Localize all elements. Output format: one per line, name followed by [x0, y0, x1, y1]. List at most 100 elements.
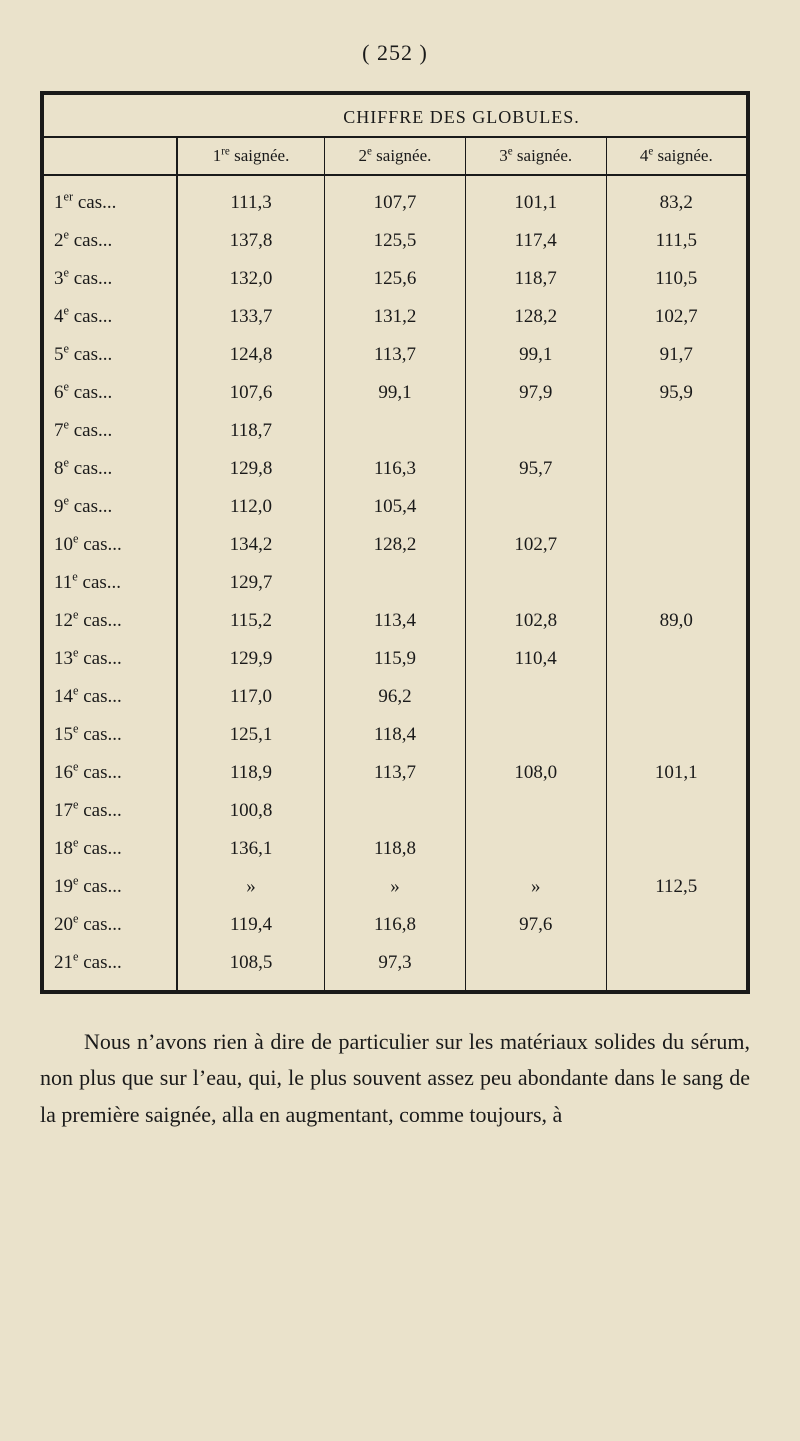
row-stub: 4e cas...	[44, 298, 177, 336]
cell-c2: 107,7	[325, 175, 466, 222]
cell-c1: 129,7	[177, 564, 325, 602]
cell-c4: 110,5	[606, 260, 746, 298]
row-stub: 8e cas...	[44, 450, 177, 488]
row-stub: 5e cas...	[44, 336, 177, 374]
table-row: 5e cas...124,8113,799,191,7	[44, 336, 746, 374]
row-stub: 20e cas...	[44, 906, 177, 944]
table-row: 11e cas...129,7	[44, 564, 746, 602]
cell-c3	[465, 716, 606, 754]
page-number: ( 252 )	[40, 40, 750, 66]
row-stub: 21e cas...	[44, 944, 177, 990]
cell-c1: 137,8	[177, 222, 325, 260]
cell-c4	[606, 678, 746, 716]
cell-c3: 117,4	[465, 222, 606, 260]
row-stub: 13e cas...	[44, 640, 177, 678]
cell-c2	[325, 792, 466, 830]
cell-c4: 91,7	[606, 336, 746, 374]
table-title: CHIFFRE DES GLOBULES.	[177, 95, 746, 137]
table-row: 6e cas...107,699,197,995,9	[44, 374, 746, 412]
cell-c1: 111,3	[177, 175, 325, 222]
row-stub: 10e cas...	[44, 526, 177, 564]
stub-header-blank	[44, 95, 177, 137]
row-stub: 16e cas...	[44, 754, 177, 792]
row-stub: 14e cas...	[44, 678, 177, 716]
cell-c3	[465, 678, 606, 716]
cell-c1: »	[177, 868, 325, 906]
cell-c1: 112,0	[177, 488, 325, 526]
table-row: 16e cas...118,9113,7108,0101,1	[44, 754, 746, 792]
cell-c4	[606, 640, 746, 678]
cell-c4	[606, 526, 746, 564]
row-stub: 18e cas...	[44, 830, 177, 868]
cell-c1: 132,0	[177, 260, 325, 298]
cell-c3: 118,7	[465, 260, 606, 298]
row-stub: 19e cas...	[44, 868, 177, 906]
cell-c2: 96,2	[325, 678, 466, 716]
cell-c4: 83,2	[606, 175, 746, 222]
cell-c4	[606, 716, 746, 754]
cell-c1: 125,1	[177, 716, 325, 754]
globules-table: CHIFFRE DES GLOBULES. 1re saignée. 2e sa…	[44, 95, 746, 990]
cell-c2: 118,4	[325, 716, 466, 754]
cell-c3: 102,7	[465, 526, 606, 564]
cell-c3	[465, 488, 606, 526]
cell-c3	[465, 564, 606, 602]
cell-c2: 125,6	[325, 260, 466, 298]
cell-c1: 115,2	[177, 602, 325, 640]
cell-c2: 115,9	[325, 640, 466, 678]
col-2-header: 2e saignée.	[325, 137, 466, 175]
table-row: 8e cas...129,8116,395,7	[44, 450, 746, 488]
row-stub: 17e cas...	[44, 792, 177, 830]
table-row: 13e cas...129,9115,9110,4	[44, 640, 746, 678]
cell-c4	[606, 830, 746, 868]
cell-c1: 118,9	[177, 754, 325, 792]
col-4-header: 4e saignée.	[606, 137, 746, 175]
cell-c3: 108,0	[465, 754, 606, 792]
page: ( 252 ) CHIFFRE DES GLOBULES. 1re saigné…	[0, 0, 800, 1173]
cell-c4: 112,5	[606, 868, 746, 906]
row-stub: 11e cas...	[44, 564, 177, 602]
cell-c1: 119,4	[177, 906, 325, 944]
cell-c2: 128,2	[325, 526, 466, 564]
cell-c4: 95,9	[606, 374, 746, 412]
table-row: 14e cas...117,096,2	[44, 678, 746, 716]
table-row: 19e cas...»»»112,5	[44, 868, 746, 906]
cell-c1: 133,7	[177, 298, 325, 336]
cell-c4: 89,0	[606, 602, 746, 640]
table-row: 1er cas...111,3107,7101,183,2	[44, 175, 746, 222]
cell-c1: 124,8	[177, 336, 325, 374]
cell-c4	[606, 944, 746, 990]
cell-c3	[465, 830, 606, 868]
cell-c1: 100,8	[177, 792, 325, 830]
cell-c3: »	[465, 868, 606, 906]
row-stub: 12e cas...	[44, 602, 177, 640]
cell-c2: 99,1	[325, 374, 466, 412]
cell-c1: 136,1	[177, 830, 325, 868]
table-row: 17e cas...100,8	[44, 792, 746, 830]
cell-c1: 118,7	[177, 412, 325, 450]
cell-c3	[465, 412, 606, 450]
cell-c2: 116,8	[325, 906, 466, 944]
col-1-header: 1re saignée.	[177, 137, 325, 175]
table-row: 2e cas...137,8125,5117,4111,5	[44, 222, 746, 260]
cell-c4	[606, 412, 746, 450]
cell-c3	[465, 944, 606, 990]
cell-c2: 131,2	[325, 298, 466, 336]
cell-c3: 101,1	[465, 175, 606, 222]
table-row: 4e cas...133,7131,2128,2102,7	[44, 298, 746, 336]
cell-c2: 116,3	[325, 450, 466, 488]
cell-c4	[606, 792, 746, 830]
row-stub: 7e cas...	[44, 412, 177, 450]
table-row: 10e cas...134,2128,2102,7	[44, 526, 746, 564]
cell-c2: 113,7	[325, 754, 466, 792]
cell-c1: 108,5	[177, 944, 325, 990]
table-row: 7e cas...118,7	[44, 412, 746, 450]
cell-c2: 125,5	[325, 222, 466, 260]
row-stub: 6e cas...	[44, 374, 177, 412]
row-stub: 3e cas...	[44, 260, 177, 298]
cell-c1: 134,2	[177, 526, 325, 564]
globules-table-frame: CHIFFRE DES GLOBULES. 1re saignée. 2e sa…	[40, 91, 750, 994]
cell-c3: 102,8	[465, 602, 606, 640]
table-row: 15e cas...125,1118,4	[44, 716, 746, 754]
cell-c4: 102,7	[606, 298, 746, 336]
